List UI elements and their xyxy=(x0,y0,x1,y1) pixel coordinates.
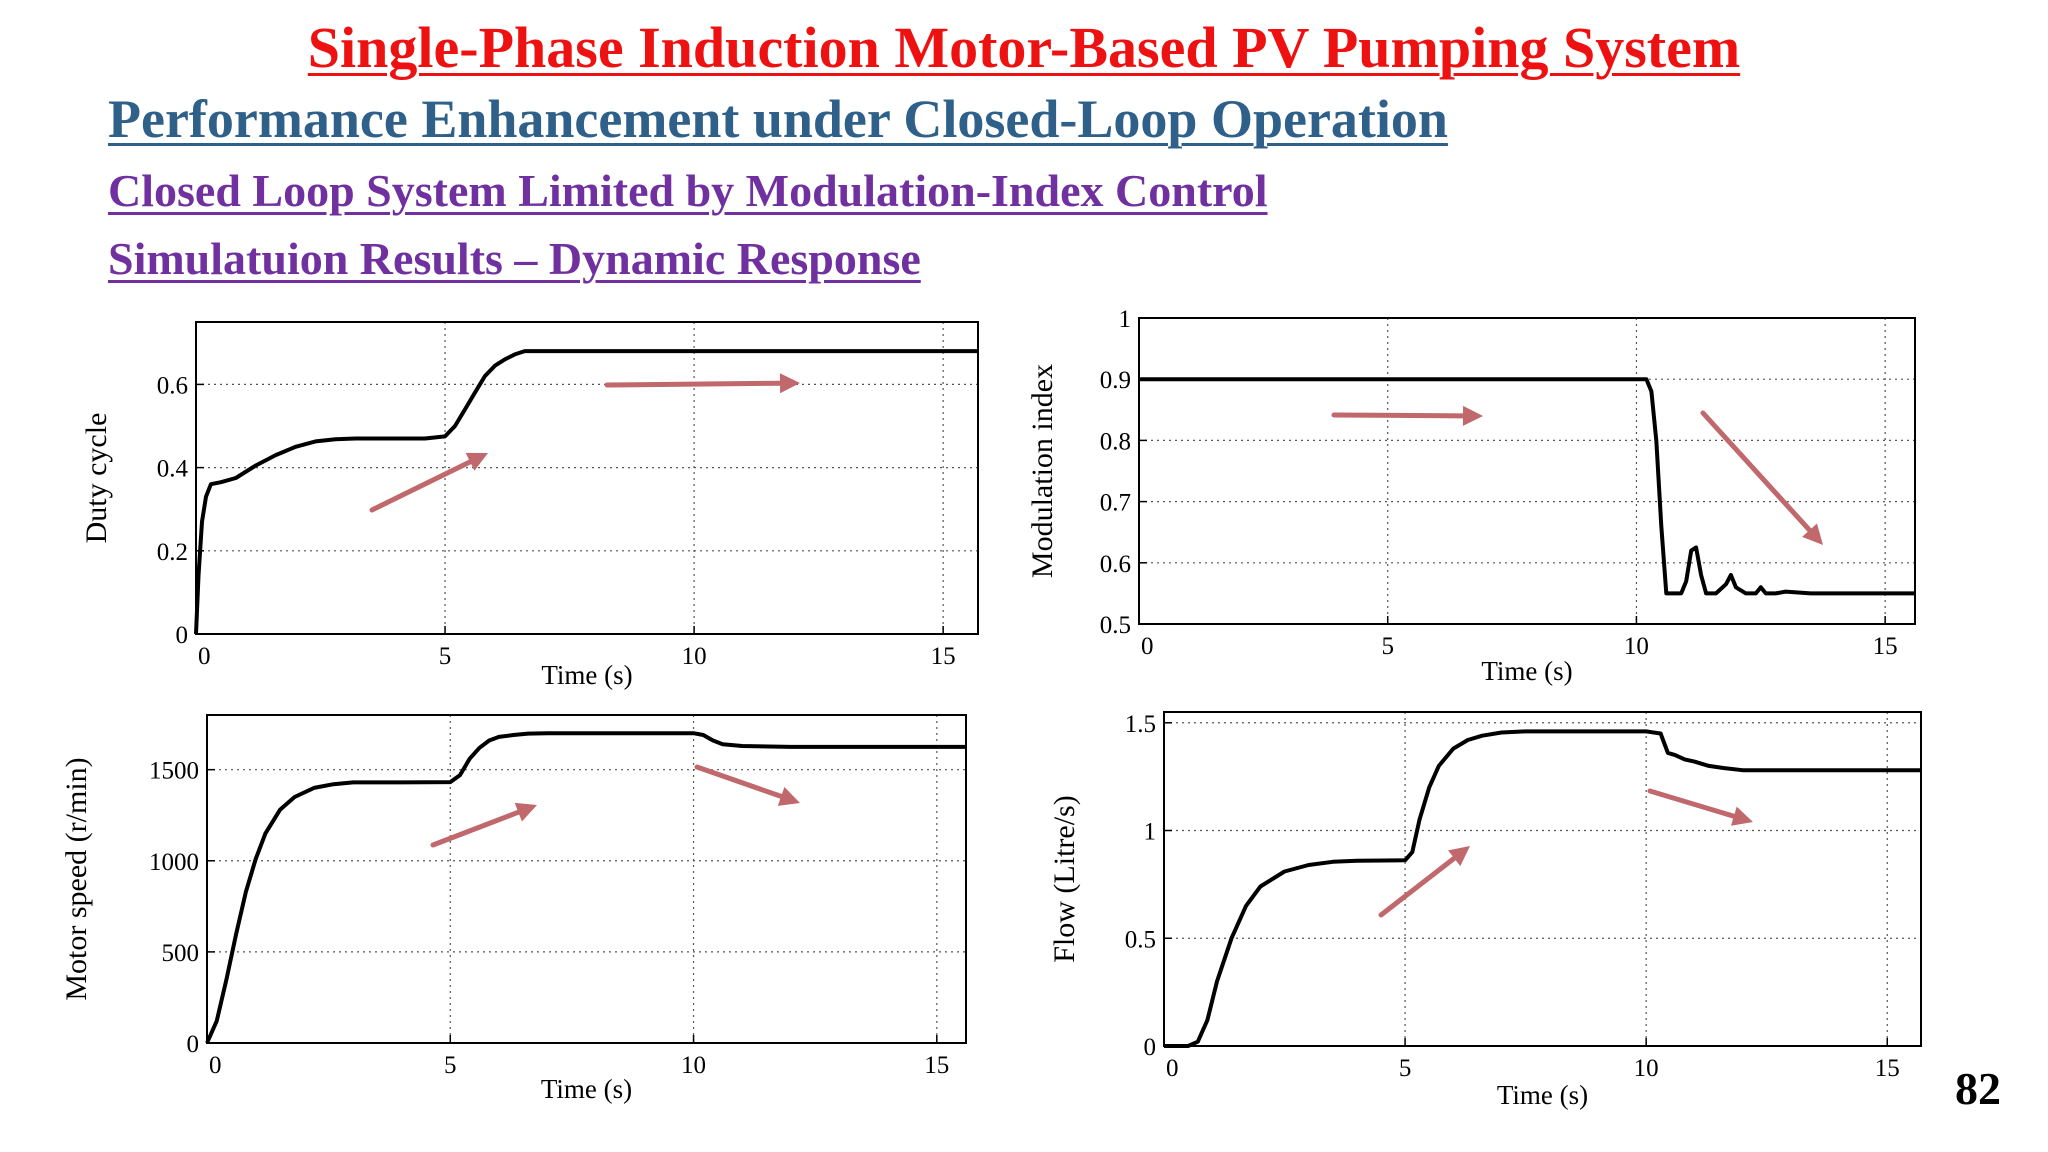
x-tick-label: 15 xyxy=(931,643,956,670)
x-tick-label: 15 xyxy=(1875,1055,1900,1082)
x-axis-label: Time (s) xyxy=(1497,1080,1588,1110)
plot-frame xyxy=(1163,711,1922,1047)
slide-title: Single-Phase Induction Motor-Based PV Pu… xyxy=(307,15,1741,80)
data-series-line xyxy=(1139,377,1915,596)
annotation-arrow xyxy=(1378,846,1470,918)
y-tick-label: 500 xyxy=(162,940,200,967)
y-axis-label: Motor speed (r/min) xyxy=(60,757,93,1000)
x-axis-label: Time (s) xyxy=(541,1074,632,1104)
y-tick-label: 0.5 xyxy=(1125,926,1156,953)
y-tick-label: 0.6 xyxy=(157,372,188,399)
y-axis-label: Duty cycle xyxy=(80,413,113,544)
y-tick-label: 1.5 xyxy=(1125,711,1156,738)
x-axis-label: Time (s) xyxy=(1481,656,1572,686)
annotation-arrow xyxy=(1331,405,1483,426)
data-series-line xyxy=(205,731,966,1044)
annotation-arrow xyxy=(430,802,537,848)
chart-2: 0 5 10 15 0.5 0.6 0.7 0.8 0.9 1 Time (s) Modulation… xyxy=(1026,306,1916,686)
data-series-line xyxy=(194,349,978,635)
y-tick-label: 0 xyxy=(176,622,189,649)
x-tick-label: 10 xyxy=(1634,1055,1659,1082)
chart-1: 0 5 10 15 0 0.2 0.4 0.6 Time (s) Duty cycle xyxy=(80,321,979,690)
page-number: 82 xyxy=(1955,1063,2001,1114)
annotation-arrow xyxy=(369,452,488,513)
y-tick-label: 0.8 xyxy=(1100,428,1131,455)
x-tick-label: 10 xyxy=(681,1052,706,1079)
plot-frame xyxy=(1138,317,1916,625)
x-tick-label: 5 xyxy=(439,643,452,670)
x-tick-label: 0 xyxy=(1141,633,1154,660)
y-tick-label: 0.4 xyxy=(157,456,189,483)
x-tick-label: 0 xyxy=(209,1052,222,1079)
y-tick-label: 1 xyxy=(1144,819,1157,846)
annotation-arrow xyxy=(604,373,800,394)
x-tick-label: 5 xyxy=(444,1052,457,1079)
x-tick-label: 5 xyxy=(1399,1055,1412,1082)
y-tick-label: 0.5 xyxy=(1100,612,1131,639)
y-tick-label: 0 xyxy=(187,1031,200,1058)
x-tick-label: 5 xyxy=(1381,633,1394,660)
chart-3: 0 5 10 15 0 500 1000 1500 Time (s) Motor speed (r… xyxy=(60,714,967,1104)
subsection-heading: Simulatuion Results – Dynamic Response xyxy=(108,233,921,284)
y-tick-label: 1 xyxy=(1119,306,1132,333)
x-tick-label: 15 xyxy=(924,1052,949,1079)
x-tick-label: 10 xyxy=(1624,633,1649,660)
y-tick-label: 0.9 xyxy=(1100,367,1131,394)
y-tick-label: 1500 xyxy=(149,758,199,785)
plot-frame xyxy=(195,321,979,635)
y-tick-label: 0 xyxy=(1144,1034,1157,1061)
section-heading: Closed Loop System Limited by Modulation… xyxy=(108,165,1268,216)
x-tick-label: 10 xyxy=(682,643,707,670)
annotation-arrow xyxy=(1647,788,1753,826)
data-series-line xyxy=(1164,729,1921,1048)
x-tick-label: 15 xyxy=(1873,633,1898,660)
x-tick-label: 0 xyxy=(1166,1055,1179,1082)
chart-4: 0 5 10 15 0 0.5 1 1.5 Time (s) Flow (Litre/s) xyxy=(1048,711,1922,1110)
y-axis-label: Flow (Litre/s) xyxy=(1048,795,1081,962)
y-tick-label: 0.6 xyxy=(1100,551,1131,578)
slide-subtitle: Performance Enhancement under Closed-Loo… xyxy=(108,89,1448,149)
y-tick-label: 1000 xyxy=(149,849,199,876)
plot-frame xyxy=(206,714,967,1044)
annotation-arrow xyxy=(694,764,800,806)
y-tick-label: 0.7 xyxy=(1100,490,1131,517)
x-axis-label: Time (s) xyxy=(541,660,632,690)
y-axis-label: Modulation index xyxy=(1026,364,1059,578)
y-tick-label: 0.2 xyxy=(157,539,188,566)
annotation-arrow xyxy=(1700,410,1823,545)
x-tick-label: 0 xyxy=(198,643,211,670)
